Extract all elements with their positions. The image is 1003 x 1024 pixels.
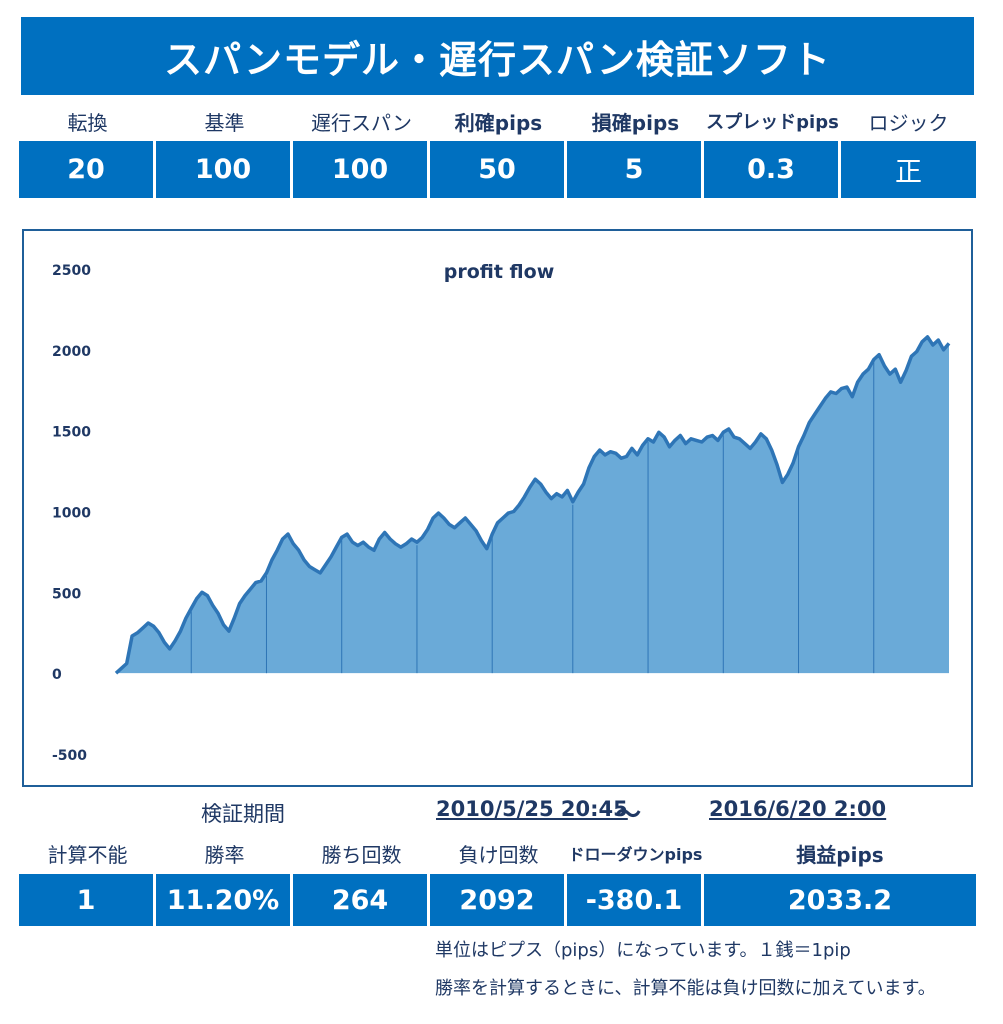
chart-canvas: 2500 2000 1500 1000 500 0 -500 profit flow	[52, 261, 951, 764]
results-value-row: 1 11.20% 264 2092 -380.1 2033.2	[19, 874, 976, 926]
period-label: 検証期間	[201, 802, 285, 826]
param-value-logic: 正	[841, 141, 976, 198]
y-tick-label: 1000	[52, 506, 91, 522]
result-value-drawdown: -380.1	[567, 874, 701, 926]
period-row: 検証期間 2010/5/25 20:45 ～ 2016/6/20 2:00	[0, 794, 1003, 830]
result-label-drawdown: ドローダウンpips	[568, 845, 703, 864]
param-label-logic: ロジック	[868, 111, 949, 135]
y-tick-label: 1500	[52, 425, 91, 441]
y-tick-label: 2500	[52, 263, 91, 279]
param-value-chikou-span: 100	[293, 141, 427, 198]
result-value-win-rate: 11.20%	[156, 874, 290, 926]
y-tick-label: 2000	[52, 344, 91, 360]
result-label-losses: 負け回数	[458, 843, 539, 867]
result-value-losses: 2092	[430, 874, 564, 926]
result-label-profit: 損益pips	[796, 843, 884, 867]
params-label-row: 転換 基準 遅行スパン 利確pips 損確pips スプレッドpips ロジック	[19, 106, 976, 140]
params-value-row: 20 100 100 50 5 0.3 正	[19, 141, 976, 198]
chart-title: profit flow	[444, 261, 555, 283]
results-label-row: 計算不能 勝率 勝ち回数 負け回数 ドローダウンpips 損益pips	[19, 838, 976, 872]
note-unit: 単位はピプス（pips）になっています。１銭＝1pip	[435, 940, 851, 961]
param-label-kijun: 基準	[204, 111, 245, 135]
result-value-profit: 2033.2	[704, 874, 976, 926]
period-end: 2016/6/20 2:00	[709, 797, 887, 821]
param-label-chikou-span: 遅行スパン	[311, 111, 412, 135]
result-value-incalculable: 1	[19, 874, 153, 926]
result-label-win-rate: 勝率	[204, 843, 245, 867]
param-label-spread: スプレッドpips	[706, 112, 839, 133]
note-win-rate: 勝率を計算するときに、計算不能は負け回数に加えています。	[435, 978, 936, 999]
period-separator: ～	[615, 800, 642, 830]
page-title: スパンモデル・遅行スパン検証ソフト	[21, 17, 974, 95]
result-label-incalculable: 計算不能	[47, 843, 128, 867]
param-value-take-profit: 50	[430, 141, 564, 198]
profit-area	[116, 336, 949, 674]
y-tick-label: -500	[52, 748, 87, 764]
result-value-wins: 264	[293, 874, 427, 926]
param-label-take-profit: 利確pips	[454, 111, 543, 135]
period-start: 2010/5/25 20:45	[436, 797, 628, 821]
param-label-tenkan: 転換	[67, 111, 108, 135]
param-value-tenkan: 20	[19, 141, 153, 198]
param-label-stop-loss: 損確pips	[591, 111, 680, 135]
result-label-wins: 勝ち回数	[321, 843, 402, 867]
profit-line	[114, 335, 951, 675]
y-tick-label: 0	[52, 667, 62, 683]
param-value-spread: 0.3	[704, 141, 838, 198]
param-value-kijun: 100	[156, 141, 290, 198]
y-tick-label: 500	[52, 586, 81, 602]
profit-flow-chart: 2500 2000 1500 1000 500 0 -500 profit flow	[22, 229, 973, 787]
param-value-stop-loss: 5	[567, 141, 701, 198]
